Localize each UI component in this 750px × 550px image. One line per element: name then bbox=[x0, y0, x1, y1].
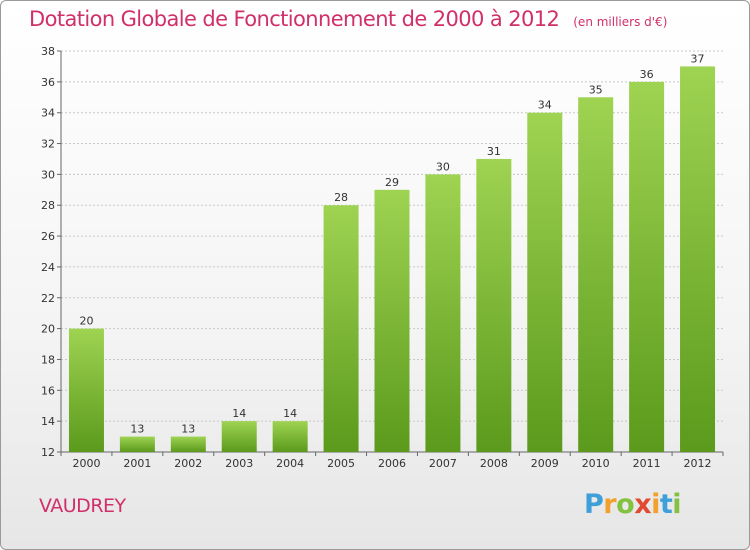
bar-value-label: 14 bbox=[283, 407, 297, 420]
y-tick-label: 22 bbox=[41, 292, 55, 305]
bar-value-label: 34 bbox=[538, 99, 552, 112]
bar-value-label: 31 bbox=[487, 145, 501, 158]
x-tick-label: 2007 bbox=[429, 457, 457, 470]
x-tick-label: 2006 bbox=[378, 457, 406, 470]
x-tick-label: 2005 bbox=[327, 457, 355, 470]
bar-value-label: 13 bbox=[130, 423, 144, 436]
bar bbox=[629, 81, 665, 452]
bar bbox=[374, 189, 410, 453]
bar bbox=[680, 66, 716, 452]
chart-title-block: Dotation Globale de Fonctionnement de 20… bbox=[29, 7, 667, 31]
bar-value-label: 28 bbox=[334, 191, 348, 204]
bar bbox=[425, 174, 461, 452]
chart-title: Dotation Globale de Fonctionnement de 20… bbox=[29, 7, 560, 31]
y-tick-label: 28 bbox=[41, 199, 55, 212]
x-tick-label: 2008 bbox=[480, 457, 508, 470]
bar-value-label: 14 bbox=[232, 407, 246, 420]
y-tick-label: 24 bbox=[41, 261, 55, 274]
bar bbox=[170, 436, 206, 452]
place-name: VAUDREY bbox=[39, 495, 126, 517]
y-tick-label: 20 bbox=[41, 323, 55, 336]
chart-unit: (en milliers d'€) bbox=[573, 15, 668, 29]
bar bbox=[323, 205, 359, 452]
y-tick-label: 30 bbox=[41, 168, 55, 181]
x-tick-label: 2000 bbox=[72, 457, 100, 470]
y-tick-label: 32 bbox=[41, 138, 55, 151]
bar-value-label: 36 bbox=[640, 68, 654, 81]
x-tick-label: 2004 bbox=[276, 457, 304, 470]
bars bbox=[68, 66, 716, 453]
x-tick-label: 2010 bbox=[582, 457, 610, 470]
bar-value-label: 13 bbox=[181, 423, 195, 436]
bar bbox=[527, 112, 563, 452]
bar bbox=[476, 158, 512, 452]
x-tick-label: 2002 bbox=[174, 457, 202, 470]
x-tick-label: 2011 bbox=[633, 457, 661, 470]
proxiti-logo[interactable]: Proxiti bbox=[584, 489, 682, 520]
bar-value-label: 29 bbox=[385, 176, 399, 189]
x-tick-label: 2009 bbox=[531, 457, 559, 470]
x-tick-label: 2003 bbox=[225, 457, 253, 470]
y-tick-label: 34 bbox=[41, 107, 55, 120]
y-tick-label: 16 bbox=[41, 384, 55, 397]
x-tick-label: 2012 bbox=[684, 457, 712, 470]
y-tick-label: 26 bbox=[41, 230, 55, 243]
bar-value-label: 35 bbox=[589, 83, 603, 96]
y-tick-label: 12 bbox=[41, 446, 55, 459]
y-tick-label: 14 bbox=[41, 415, 55, 428]
bar-value-label: 20 bbox=[79, 315, 93, 328]
bar-value-label: 30 bbox=[436, 160, 450, 173]
x-tick-label: 2001 bbox=[123, 457, 151, 470]
bar bbox=[68, 328, 104, 452]
bar bbox=[272, 421, 308, 452]
bar bbox=[119, 436, 155, 452]
bar bbox=[578, 97, 614, 453]
y-tick-label: 38 bbox=[41, 45, 55, 58]
labels: 12 14 16 18 20 22 24 26 28 30 32 34 36 38 2000 20 2001 13… bbox=[41, 45, 712, 470]
y-tick-label: 36 bbox=[41, 76, 55, 89]
bar bbox=[221, 421, 257, 452]
bar-value-label: 37 bbox=[691, 52, 705, 65]
y-tick-label: 18 bbox=[41, 353, 55, 366]
